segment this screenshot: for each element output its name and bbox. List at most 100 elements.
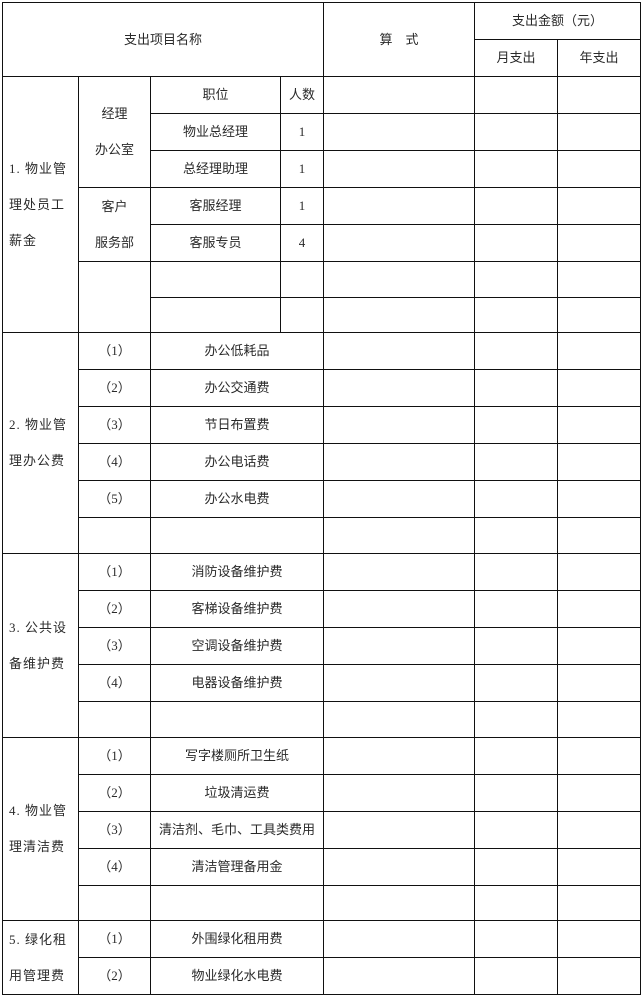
yearly-cell[interactable]: [557, 113, 642, 151]
department-name: [78, 261, 151, 333]
yearly-cell[interactable]: [557, 224, 642, 262]
formula-cell[interactable]: [323, 701, 476, 738]
table-row: 物业总经理 1: [3, 113, 642, 151]
monthly-cell[interactable]: [474, 76, 559, 114]
yearly-cell[interactable]: [557, 737, 642, 775]
yearly-cell[interactable]: [557, 811, 642, 849]
monthly-cell[interactable]: [474, 297, 559, 333]
monthly-cell[interactable]: [474, 517, 559, 554]
formula-cell[interactable]: [323, 811, 476, 849]
yearly-cell[interactable]: [557, 297, 642, 333]
position-cell: [150, 261, 281, 298]
yearly-cell[interactable]: [557, 480, 642, 518]
monthly-cell[interactable]: [474, 811, 559, 849]
formula-cell[interactable]: [323, 150, 476, 188]
yearly-cell[interactable]: [557, 848, 642, 886]
formula-cell[interactable]: [323, 297, 476, 333]
formula-cell[interactable]: [323, 369, 476, 407]
yearly-cell[interactable]: [557, 885, 642, 921]
formula-cell[interactable]: [323, 517, 476, 554]
monthly-cell[interactable]: [474, 885, 559, 921]
formula-cell[interactable]: [323, 737, 476, 775]
formula-cell[interactable]: [323, 224, 476, 262]
table-row: [3, 701, 642, 738]
table-row: [3, 297, 642, 333]
formula-cell[interactable]: [323, 774, 476, 812]
monthly-cell[interactable]: [474, 369, 559, 407]
monthly-cell[interactable]: [474, 774, 559, 812]
formula-cell[interactable]: [323, 76, 476, 114]
yearly-cell[interactable]: [557, 553, 642, 591]
position-header: 职位: [150, 76, 281, 114]
formula-cell[interactable]: [323, 664, 476, 702]
yearly-cell[interactable]: [557, 443, 642, 481]
monthly-cell[interactable]: [474, 150, 559, 188]
count-cell: 1: [279, 113, 325, 151]
text-line: 4. 物业管: [9, 803, 68, 818]
yearly-cell[interactable]: [557, 187, 642, 225]
yearly-cell[interactable]: [557, 406, 642, 444]
monthly-cell[interactable]: [474, 590, 559, 628]
monthly-cell[interactable]: [474, 664, 559, 702]
monthly-cell[interactable]: [474, 553, 559, 591]
monthly-cell[interactable]: [474, 443, 559, 481]
yearly-cell[interactable]: [557, 332, 642, 370]
formula-cell[interactable]: [323, 627, 476, 665]
yearly-cell[interactable]: [557, 920, 642, 958]
item-number: [78, 517, 151, 554]
formula-cell[interactable]: [323, 187, 476, 225]
table-row: 3. 公共设 备维护费 （1） 消防设备维护费: [2, 553, 642, 738]
formula-cell[interactable]: [323, 480, 476, 518]
monthly-cell[interactable]: [474, 848, 559, 886]
yearly-cell[interactable]: [557, 590, 642, 628]
text-line: 备维护费: [9, 655, 66, 671]
yearly-cell[interactable]: [557, 517, 642, 554]
formula-cell[interactable]: [323, 443, 476, 481]
item-number: （2）: [78, 774, 151, 812]
yearly-cell[interactable]: [557, 774, 642, 812]
formula-cell[interactable]: [323, 332, 476, 370]
formula-cell[interactable]: [323, 920, 476, 958]
formula-cell[interactable]: [323, 261, 476, 298]
table-row: （2） 办公交通费: [3, 369, 642, 407]
monthly-cell[interactable]: [474, 224, 559, 262]
yearly-cell[interactable]: [557, 150, 642, 188]
item-number: （4）: [78, 443, 151, 481]
yearly-cell[interactable]: [557, 664, 642, 702]
header-monthly: 月支出: [474, 39, 559, 77]
monthly-cell[interactable]: [474, 737, 559, 775]
yearly-cell[interactable]: [557, 261, 642, 298]
yearly-cell[interactable]: [557, 701, 642, 738]
item-number: [78, 885, 151, 921]
monthly-cell[interactable]: [474, 627, 559, 665]
formula-cell[interactable]: [323, 885, 476, 921]
formula-cell[interactable]: [323, 957, 476, 995]
formula-cell[interactable]: [323, 848, 476, 886]
formula-cell[interactable]: [323, 113, 476, 151]
yearly-cell[interactable]: [557, 957, 642, 995]
section-title: 4. 物业管 理清洁费: [2, 737, 79, 921]
table-row: （4） 办公电话费: [3, 443, 642, 481]
text-line: 1. 物业管: [9, 160, 68, 176]
monthly-cell[interactable]: [474, 480, 559, 518]
formula-cell[interactable]: [323, 590, 476, 628]
item-number: （2）: [78, 590, 151, 628]
item-name: 写字楼厕所卫生纸: [149, 737, 325, 775]
header-amount: 支出金额（元）: [474, 2, 642, 40]
monthly-cell[interactable]: [474, 957, 559, 995]
yearly-cell[interactable]: [557, 627, 642, 665]
formula-cell[interactable]: [323, 553, 476, 591]
monthly-cell[interactable]: [474, 406, 559, 444]
table-row: [3, 261, 642, 333]
yearly-cell[interactable]: [557, 369, 642, 407]
monthly-cell[interactable]: [474, 113, 559, 151]
item-number: （2）: [78, 369, 151, 407]
item-number: （1）: [78, 737, 151, 775]
formula-cell[interactable]: [323, 406, 476, 444]
monthly-cell[interactable]: [474, 261, 559, 298]
yearly-cell[interactable]: [557, 76, 642, 114]
monthly-cell[interactable]: [474, 701, 559, 738]
monthly-cell[interactable]: [474, 920, 559, 958]
monthly-cell[interactable]: [474, 332, 559, 370]
monthly-cell[interactable]: [474, 187, 559, 225]
